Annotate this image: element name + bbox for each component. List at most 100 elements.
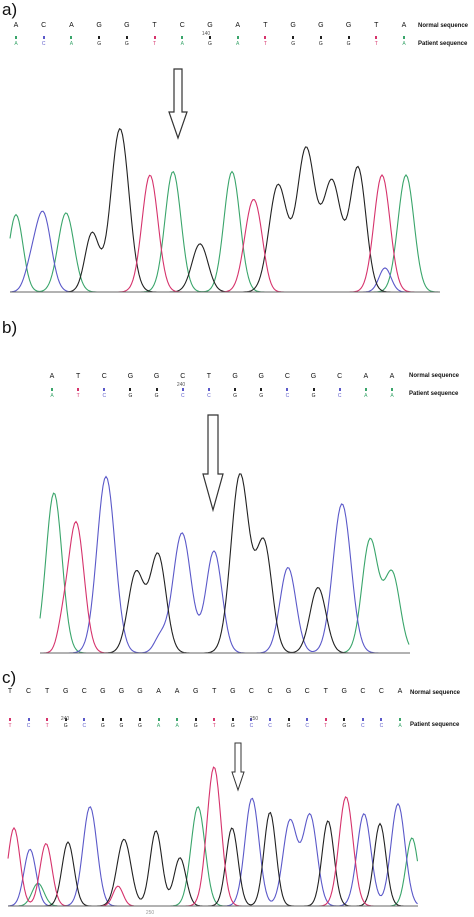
normal-base: C: [81, 688, 87, 695]
mutation-arrow: [231, 742, 245, 792]
normal-base: T: [323, 688, 328, 695]
trace-T: [7, 766, 418, 907]
patient-base: C: [361, 723, 365, 729]
normal-base: G: [310, 373, 317, 380]
base-call-tick: [287, 718, 290, 721]
mutation-arrow: [168, 68, 188, 140]
patient-base: C: [285, 393, 290, 399]
panel-label: b): [2, 318, 18, 337]
normal-base: T: [76, 373, 81, 380]
base-call-tick: [42, 36, 45, 39]
patient-base: C: [305, 723, 309, 729]
base-call-tick: [155, 388, 158, 391]
patient-base: T: [263, 41, 267, 47]
normal-base: C: [337, 373, 343, 380]
patient-base: G: [286, 723, 291, 729]
panel-b: b) A T C G G C T G G C G C A A Normal sequence A T C G G C…: [0, 310, 474, 660]
base-call-tick: [312, 388, 315, 391]
base-call-tick: [9, 718, 11, 721]
patient-base: T: [324, 723, 328, 729]
patient-base: A: [50, 393, 54, 399]
patient-base: C: [82, 723, 87, 729]
normal-base: T: [152, 22, 157, 29]
patient-base: A: [236, 41, 240, 47]
normal-base: G: [96, 22, 102, 29]
base-call-tick: [399, 718, 401, 721]
normal-base: G: [290, 22, 296, 29]
patient-sequence-label: Patient sequence: [410, 722, 460, 728]
patient-base: C: [379, 723, 384, 729]
normal-base: A: [174, 688, 180, 695]
patient-base: G: [119, 723, 124, 729]
trace-A: [9, 170, 440, 293]
patient-base: G: [128, 393, 133, 399]
normal-base: G: [118, 688, 125, 695]
normal-base: G: [258, 373, 264, 380]
normal-sequence-label: Normal sequence: [410, 690, 461, 696]
chromatogram: [39, 473, 410, 654]
patient-base: A: [175, 723, 179, 729]
normal-base: A: [397, 688, 403, 695]
base-call-tick: [324, 718, 327, 721]
patient-base: G: [97, 41, 102, 47]
patient-base: A: [180, 41, 184, 47]
normal-base: A: [156, 688, 161, 695]
base-call-tick: [46, 718, 49, 721]
base-call-tick: [361, 718, 364, 721]
normal-base: G: [230, 688, 236, 695]
base-call-tick: [83, 718, 86, 721]
normal-base: T: [45, 688, 50, 695]
base-call-tick: [264, 36, 267, 39]
base-call-tick: [403, 36, 405, 39]
patient-base: C: [337, 393, 342, 399]
base-call-tick: [286, 388, 289, 391]
patient-base: G: [311, 393, 316, 399]
base-call-tick: [176, 718, 179, 721]
patient-base: C: [26, 723, 31, 729]
normal-base: G: [192, 688, 199, 695]
normal-base: G: [137, 688, 143, 695]
normal-base: G: [345, 22, 352, 29]
normal-base: G: [232, 373, 238, 380]
trace-C: [40, 475, 409, 654]
patient-base: T: [153, 41, 157, 47]
base-call-tick: [375, 36, 378, 39]
patient-base: G: [100, 723, 105, 729]
normal-base: T: [206, 373, 212, 380]
axis-position-label: 250: [145, 910, 155, 916]
base-call-tick: [77, 388, 80, 391]
position-marker: 250: [249, 716, 259, 722]
position-marker: 240: [60, 716, 70, 722]
patient-base: G: [291, 41, 296, 47]
normal-base: T: [7, 688, 13, 695]
base-call-tick: [64, 718, 67, 721]
base-call-tick: [51, 388, 53, 391]
base-call-tick: [306, 718, 309, 721]
normal-base: G: [341, 688, 348, 695]
normal-base: G: [207, 22, 213, 29]
patient-base: G: [124, 41, 129, 47]
patient-base: G: [259, 393, 264, 399]
patient-base: G: [318, 41, 323, 47]
patient-sequence-label: Patient sequence: [409, 391, 459, 397]
patient-base: A: [14, 41, 18, 47]
base-call-tick: [391, 388, 393, 391]
normal-base: A: [401, 22, 407, 29]
patient-base: C: [180, 393, 185, 399]
normal-base: C: [284, 373, 290, 380]
normal-base: C: [304, 688, 310, 695]
patient-base: G: [138, 723, 142, 729]
base-call-tick: [125, 36, 128, 39]
patient-base: T: [76, 393, 80, 399]
patient-base: G: [342, 723, 347, 729]
normal-base: C: [248, 688, 254, 695]
normal-base: A: [13, 22, 19, 29]
normal-base: G: [62, 688, 69, 695]
normal-base: A: [235, 22, 241, 29]
normal-base: G: [285, 688, 292, 695]
normal-base: G: [153, 373, 160, 380]
base-call-tick: [27, 718, 30, 721]
